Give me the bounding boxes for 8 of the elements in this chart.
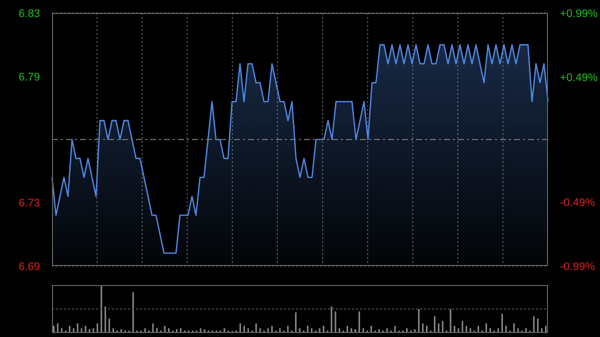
y2-tick-label: +0.49% bbox=[560, 72, 598, 84]
y2-tick-label: -0.99% bbox=[560, 261, 596, 273]
y2-tick-label: +0.99% bbox=[560, 8, 598, 20]
y2-tick-label: -0.49% bbox=[560, 197, 596, 210]
y-tick-label: 6.69 bbox=[18, 261, 40, 273]
y-tick-label: 6.83 bbox=[18, 8, 40, 20]
y-tick-label: 6.73 bbox=[18, 198, 40, 210]
y-tick-label: 6.79 bbox=[18, 71, 40, 84]
